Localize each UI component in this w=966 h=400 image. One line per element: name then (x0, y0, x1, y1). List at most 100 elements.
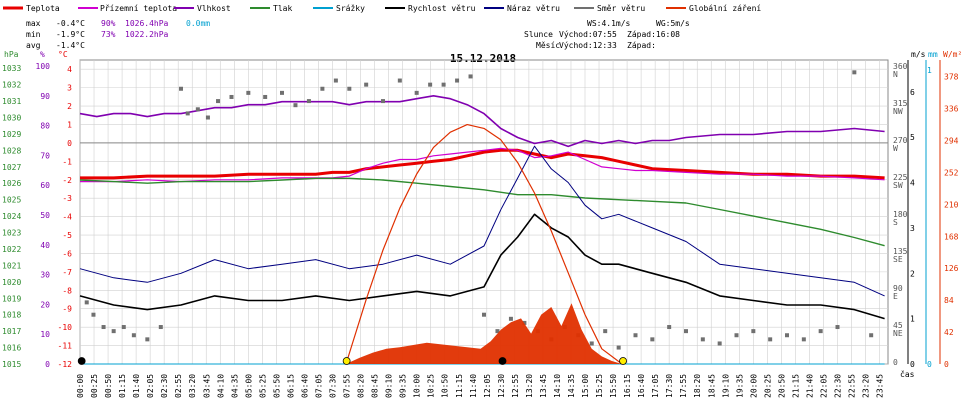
wind-direction-point (616, 345, 621, 350)
x-tick-label: 04:10 (216, 374, 225, 398)
wind-direction-point (734, 333, 739, 338)
wind-direction-point (633, 333, 638, 338)
direction-name-label: SE (893, 255, 903, 264)
wind-direction-point (364, 82, 369, 87)
wind-direction-point (785, 333, 789, 338)
humidity-tick-label: 50 (40, 211, 50, 220)
x-tick-label: 07:55 (343, 374, 352, 398)
pressure-tick-label: 1015 (2, 360, 21, 369)
x-tick-label: 14:35 (567, 374, 576, 398)
pressure-tick-label: 1027 (2, 163, 21, 172)
marker-z-pad-m-s-ce (77, 357, 86, 365)
wind-direction-point (179, 86, 183, 91)
wind-tick-label: 1 (910, 315, 915, 324)
unit-pct: % (40, 50, 45, 59)
x-tick-label: 17:30 (665, 374, 674, 398)
radiation-tick-label: 126 (944, 264, 959, 273)
humidity-tick-label: 90 (40, 92, 50, 101)
unit-mm: mm (928, 50, 938, 59)
temp-tick-label: -3 (62, 194, 72, 203)
pressure-tick-label: 1018 (2, 311, 21, 320)
direction-name-label: NW (893, 107, 903, 116)
x-axis-label: čas (900, 369, 915, 379)
x-tick-label: 20:00 (749, 374, 758, 398)
legend-label-teplota: Teplota (26, 4, 60, 13)
x-tick-label: 10:00 (413, 374, 422, 398)
humidity-tick-label: 30 (40, 271, 50, 280)
x-tick-label: 00:00 (76, 374, 85, 398)
legend-label-rychlost-vetru: Rychlost větru (408, 4, 476, 13)
wind-direction-point (397, 78, 402, 83)
radiation-tick-label: 294 (944, 137, 959, 146)
wind-direction-point (229, 94, 234, 99)
wind-direction-point (717, 341, 722, 346)
stat-max-label: max (26, 19, 41, 28)
x-tick-label: 10:25 (427, 374, 436, 398)
wind-direction-point (320, 86, 325, 91)
x-tick-label: 10:50 (441, 374, 450, 398)
temp-tick-label: 0 (67, 139, 72, 148)
x-tick-label: 12:05 (483, 374, 492, 398)
rain-tick-label: 0 (927, 360, 932, 369)
temp-tick-label: -5 (62, 231, 72, 240)
direction-name-label: N (893, 70, 898, 79)
legend-label-naraz-vetru: Náraz větru (507, 4, 560, 13)
wind-direction-point (768, 337, 773, 342)
series-line-p-zemn-teplota (80, 147, 885, 183)
direction-name-label: SW (893, 181, 903, 190)
wind-direction-point (495, 329, 500, 334)
pressure-tick-label: 1021 (2, 261, 21, 270)
wind-direction-point (414, 90, 419, 95)
pressure-tick-label: 1031 (2, 97, 21, 106)
temp-tick-label: -11 (58, 342, 73, 351)
radiation-tick-label: 252 (944, 168, 959, 177)
direction-name-label: W (893, 144, 898, 153)
radiation-area (345, 303, 623, 364)
legend-label-prizemni-teplota: Přízemní teplota (100, 4, 177, 13)
x-tick-label: 22:55 (848, 374, 857, 398)
plot-frame (79, 59, 889, 365)
wind-direction-point (347, 86, 352, 91)
stat-min-label: min (26, 30, 41, 39)
stats-block: max -0.4°C 90% 1026.4hPa 0.0mm min -1.9°… (26, 19, 210, 50)
x-tick-label: 03:45 (202, 374, 211, 398)
temp-tick-label: -7 (62, 268, 72, 277)
wind-direction-point (185, 111, 190, 116)
radiation-tick-label: 84 (944, 296, 954, 305)
wind-direction-point (158, 325, 163, 330)
direction-tick-label: 0 (893, 358, 898, 367)
wind-tick-label: 3 (910, 224, 915, 233)
pressure-tick-label: 1023 (2, 229, 21, 238)
stat-max-rain: 0.0mm (186, 19, 210, 28)
humidity-tick-label: 10 (40, 330, 50, 339)
temp-tick-label: -6 (62, 249, 72, 258)
wind-direction-point (293, 103, 298, 108)
x-tick-label: 16:40 (637, 374, 646, 398)
x-tick-label: 12:55 (511, 374, 520, 398)
stat-max-press: 1026.4hPa (125, 19, 169, 28)
series-line-tlak (79, 177, 885, 247)
x-tick-label: 13:45 (539, 374, 548, 398)
wind-tick-label: 5 (910, 133, 915, 142)
wind-direction-point (751, 329, 756, 334)
wind-tick-label: 2 (910, 269, 915, 278)
direction-tick-label: 180 (893, 210, 908, 219)
x-tick-label: 22:05 (819, 374, 828, 398)
temp-tick-label: -8 (62, 286, 72, 295)
unit-wm2: W/m² (943, 50, 962, 59)
x-tick-label: 00:50 (104, 374, 113, 398)
x-tick-label: 09:35 (399, 374, 408, 398)
x-tick-label: 18:45 (707, 374, 716, 398)
rain-tick-label: 1 (927, 66, 932, 75)
chart-title: 15.12.2018 (450, 52, 516, 65)
wind-direction-point (455, 78, 460, 83)
pressure-tick-label: 1016 (2, 344, 21, 353)
direction-tick-label: 360 (893, 62, 908, 71)
x-tick-label: 19:10 (721, 374, 730, 398)
x-tick-label: 20:50 (777, 374, 786, 398)
x-tick-label: 23:20 (862, 374, 871, 398)
wind-direction-point (441, 82, 446, 87)
humidity-tick-label: 100 (36, 62, 51, 71)
marker-v-chod-m-s-ce (498, 357, 507, 365)
pressure-tick-label: 1024 (2, 212, 21, 221)
